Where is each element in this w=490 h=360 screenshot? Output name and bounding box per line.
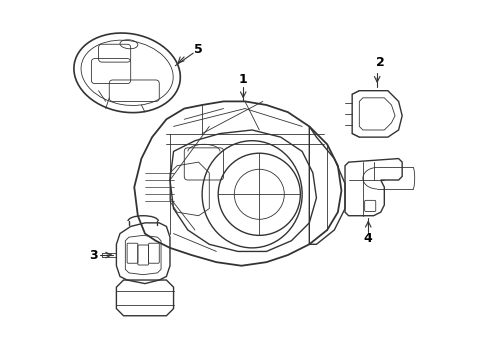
Text: 5: 5 — [194, 43, 203, 56]
Text: 2: 2 — [376, 55, 385, 69]
Text: 4: 4 — [364, 233, 372, 246]
Text: 3: 3 — [89, 248, 98, 261]
Text: 1: 1 — [239, 73, 247, 86]
